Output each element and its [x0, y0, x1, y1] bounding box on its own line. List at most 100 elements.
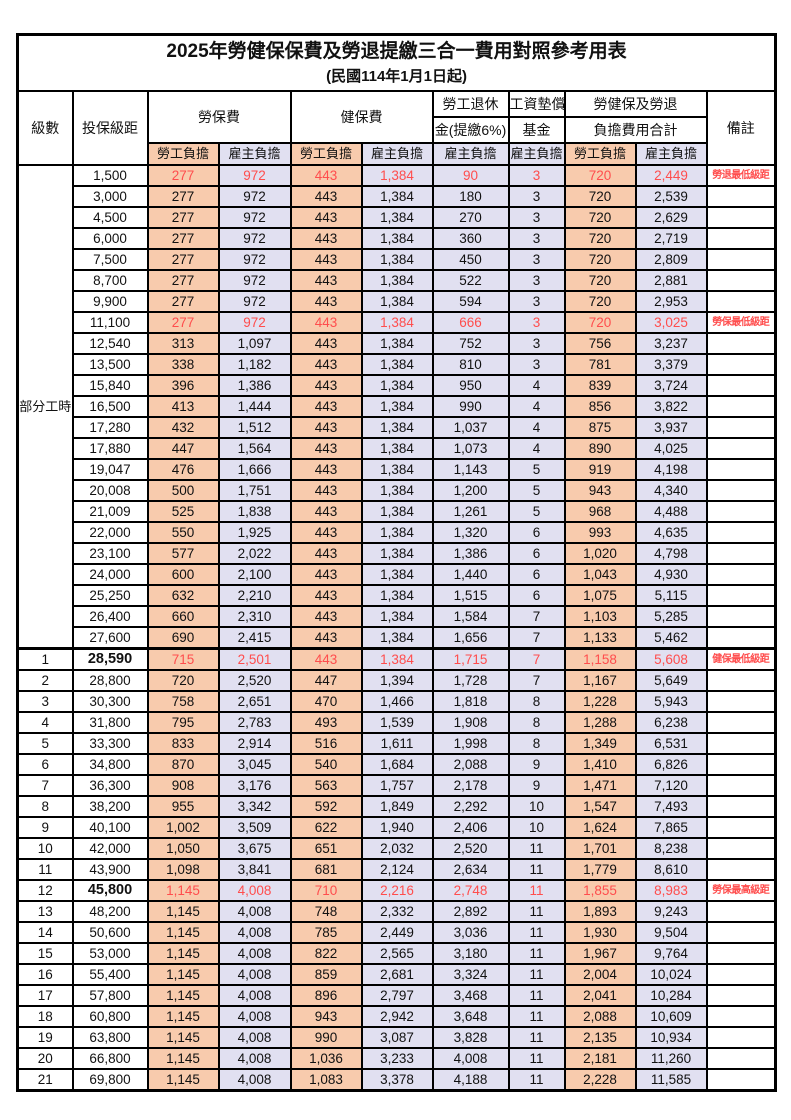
value-cell: 11,260	[634, 1047, 708, 1070]
bracket-cell: 50,600	[71, 921, 149, 944]
value-cell: 1,779	[563, 858, 637, 881]
value-cell: 2,809	[634, 248, 708, 271]
value-cell: 7	[507, 669, 566, 692]
table-row: 12,540 313 1,097 443 1,384 752 3 756 3,237	[18, 332, 777, 355]
remark-cell	[705, 774, 777, 797]
bracket-cell: 36,300	[71, 774, 149, 797]
value-cell: 720	[563, 311, 637, 334]
value-cell: 277	[146, 185, 220, 208]
remark-cell	[705, 626, 777, 650]
table-row: 27,600 690 2,415 443 1,384 1,656 7 1,133 5,462	[18, 626, 777, 650]
value-cell: 4,198	[634, 458, 708, 481]
value-cell: 1,200	[431, 479, 510, 502]
table-row: 12 45,800 1,145 4,008 710 2,216 2,748 11 1,855 8,…	[16, 879, 777, 902]
table-row: 11,100 277 972 443 1,384 666 3 720 3,025 勞保最低級距	[18, 311, 777, 334]
value-cell: 1,320	[431, 521, 510, 544]
value-cell: 10	[507, 795, 566, 818]
value-cell: 3,176	[217, 774, 292, 797]
value-cell: 1,611	[360, 732, 434, 755]
col-header-wage-fund-line1: 工資墊償	[507, 90, 566, 118]
value-cell: 277	[146, 227, 220, 250]
value-cell: 972	[217, 248, 292, 271]
value-cell: 1,073	[431, 437, 510, 460]
value-cell: 563	[289, 774, 363, 797]
value-cell: 277	[146, 290, 220, 313]
value-cell: 1,145	[146, 1026, 220, 1049]
value-cell: 11	[507, 1026, 566, 1049]
value-cell: 443	[289, 269, 363, 292]
level-cell: 14	[16, 921, 74, 944]
col-header-labor-insurance: 勞保費	[146, 90, 292, 144]
remark-cell	[705, 458, 777, 481]
value-cell: 6,531	[634, 732, 708, 755]
value-cell: 839	[563, 374, 637, 397]
value-cell: 11,585	[634, 1068, 708, 1092]
value-cell: 4,008	[217, 900, 292, 923]
col-header-wage-fund-line2: 基金	[507, 116, 566, 144]
value-cell: 3,648	[431, 1005, 510, 1028]
bracket-cell: 69,800	[71, 1068, 149, 1092]
value-cell: 720	[563, 164, 637, 187]
value-cell: 10,284	[634, 984, 708, 1007]
level-cell: 1	[16, 647, 74, 671]
value-cell: 720	[563, 206, 637, 229]
value-cell: 2,292	[431, 795, 510, 818]
value-cell: 2,520	[217, 669, 292, 692]
value-cell: 3,675	[217, 837, 292, 860]
value-cell: 443	[289, 458, 363, 481]
page: 2025年勞健保保費及勞退提繳三合一費用對照參考用表 (民國114年1月1日起)…	[16, 33, 778, 1092]
value-cell: 1,684	[360, 753, 434, 776]
value-cell: 11	[507, 1047, 566, 1070]
value-cell: 443	[289, 479, 363, 502]
value-cell: 756	[563, 332, 637, 355]
value-cell: 870	[146, 753, 220, 776]
value-cell: 1,440	[431, 563, 510, 586]
bracket-cell: 27,600	[71, 626, 149, 650]
value-cell: 443	[289, 353, 363, 376]
table-row: 5 33,300 833 2,914 516 1,611 1,998 8 1,349 6,531	[16, 732, 777, 755]
value-cell: 1,384	[360, 269, 434, 292]
value-cell: 1,384	[360, 248, 434, 271]
value-cell: 1,083	[289, 1068, 363, 1092]
value-cell: 1,908	[431, 711, 510, 734]
value-cell: 10,934	[634, 1026, 708, 1049]
value-cell: 413	[146, 395, 220, 418]
remark-cell	[705, 542, 777, 565]
value-cell: 632	[146, 584, 220, 607]
value-cell: 3,342	[217, 795, 292, 818]
col-header-health-insurance: 健保費	[289, 90, 434, 144]
remark-cell	[705, 1047, 777, 1070]
value-cell: 11	[507, 858, 566, 881]
value-cell: 4,008	[217, 1026, 292, 1049]
value-cell: 4,188	[431, 1068, 510, 1092]
value-cell: 1,384	[360, 185, 434, 208]
value-cell: 1,384	[360, 290, 434, 313]
remark-cell	[705, 711, 777, 734]
value-cell: 1,145	[146, 942, 220, 965]
bracket-cell: 33,300	[71, 732, 149, 755]
value-cell: 2,565	[360, 942, 434, 965]
value-cell: 972	[217, 164, 292, 187]
value-cell: 396	[146, 374, 220, 397]
value-cell: 9,243	[634, 900, 708, 923]
value-cell: 1,940	[360, 816, 434, 839]
value-cell: 1,818	[431, 690, 510, 713]
level-cell: 10	[16, 837, 74, 860]
value-cell: 11	[507, 921, 566, 944]
value-cell: 8,610	[634, 858, 708, 881]
value-cell: 3,324	[431, 963, 510, 986]
value-cell: 2,332	[360, 900, 434, 923]
col-header-bracket: 投保級距	[71, 90, 149, 166]
page-title: 2025年勞健保保費及勞退提繳三合一費用對照參考用表	[166, 41, 627, 62]
value-cell: 3,237	[634, 332, 708, 355]
value-cell: 90	[431, 164, 510, 187]
value-cell: 2,953	[634, 290, 708, 313]
value-cell: 1,849	[360, 795, 434, 818]
value-cell: 550	[146, 521, 220, 544]
value-cell: 2,501	[217, 647, 292, 671]
value-cell: 2,520	[431, 837, 510, 860]
value-cell: 2,181	[563, 1047, 637, 1070]
value-cell: 1,145	[146, 921, 220, 944]
value-cell: 270	[431, 206, 510, 229]
table-row: 17,880 447 1,564 443 1,384 1,073 4 890 4,025	[18, 437, 777, 460]
